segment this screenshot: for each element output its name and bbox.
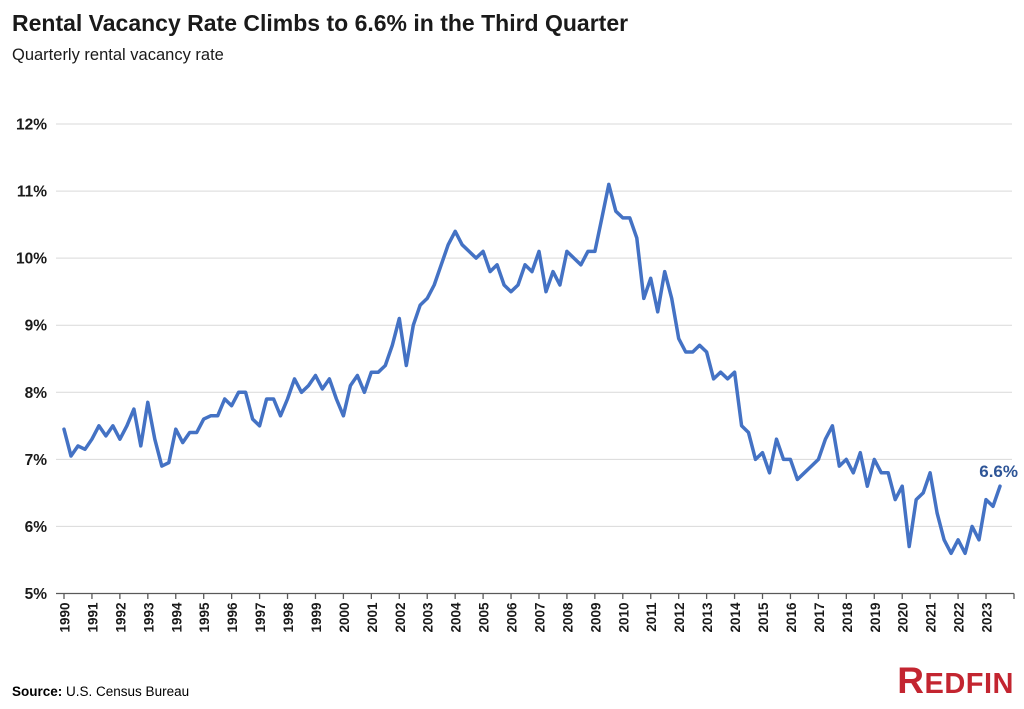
- x-tick-label: 2016: [784, 602, 799, 633]
- y-tick-label: 8%: [25, 385, 48, 402]
- x-tick-label: 2008: [560, 602, 575, 633]
- x-tick-label: 2007: [532, 603, 547, 633]
- redfin-logo: REDFIN: [897, 660, 1014, 701]
- y-tick-label: 11%: [17, 184, 47, 201]
- x-tick-label: 1997: [253, 603, 268, 633]
- x-tick-label: 2000: [337, 603, 352, 633]
- chart-title: Rental Vacancy Rate Climbs to 6.6% in th…: [12, 10, 629, 36]
- x-tick-label: 2005: [477, 602, 492, 633]
- x-tick-label: 2023: [980, 602, 995, 633]
- y-axis-labels: 5% 6% 7% 8% 9% 10% 11% 12%: [16, 117, 47, 604]
- x-tick-label: 1990: [58, 603, 73, 633]
- x-tick-label: 2018: [840, 602, 855, 633]
- source-text: U.S. Census Bureau: [66, 684, 190, 699]
- source-line: Source: U.S. Census Bureau: [12, 684, 189, 699]
- x-axis-labels: 1990 1991 1992 1993 1994 1995 1996 1997 1998 1999…: [58, 602, 995, 633]
- x-tick-label: 2019: [868, 603, 883, 633]
- x-tick-label: 2015: [756, 602, 771, 633]
- y-tick-label: 5%: [25, 586, 48, 603]
- source-label: Source:: [12, 684, 63, 699]
- gridlines: [56, 123, 1012, 527]
- x-tick-label: 1992: [113, 603, 128, 633]
- x-tick-label: 2017: [812, 603, 827, 633]
- x-tick-label: 2002: [393, 603, 408, 633]
- x-tick-label: 1998: [281, 602, 296, 633]
- x-tick-label: 2011: [644, 602, 659, 632]
- x-tick-label: 2022: [952, 603, 967, 633]
- x-axis: [56, 592, 1015, 599]
- x-tick-label: 2013: [700, 602, 715, 633]
- x-tick-label: 1994: [169, 602, 184, 633]
- x-tick-label: 1995: [197, 602, 212, 633]
- x-tick-label: 1996: [225, 602, 240, 633]
- x-tick-label: 2004: [449, 602, 464, 633]
- x-tick-label: 2003: [421, 602, 436, 633]
- y-tick-label: 7%: [25, 452, 48, 469]
- x-tick-label: 2020: [896, 603, 911, 633]
- x-tick-label: 2009: [588, 603, 603, 633]
- y-tick-label: 12%: [16, 117, 47, 134]
- chart-subtitle: Quarterly rental vacancy rate: [12, 46, 224, 64]
- x-tick-label: 2014: [728, 602, 743, 633]
- x-tick-label: 2006: [505, 602, 520, 633]
- x-tick-label: 1993: [141, 602, 156, 633]
- x-tick-label: 1991: [85, 602, 100, 633]
- vacancy-rate-line: [62, 182, 1002, 556]
- x-tick-label: 1999: [309, 603, 324, 633]
- last-value-label: 6.6%: [979, 462, 1018, 481]
- y-tick-label: 9%: [25, 318, 48, 335]
- x-tick-label: 2012: [672, 603, 687, 633]
- x-tick-label: 2010: [616, 603, 631, 633]
- x-tick-label: 2001: [365, 602, 380, 633]
- y-tick-label: 10%: [16, 251, 47, 268]
- x-tick-label: 2021: [924, 602, 939, 633]
- y-tick-label: 6%: [25, 519, 48, 536]
